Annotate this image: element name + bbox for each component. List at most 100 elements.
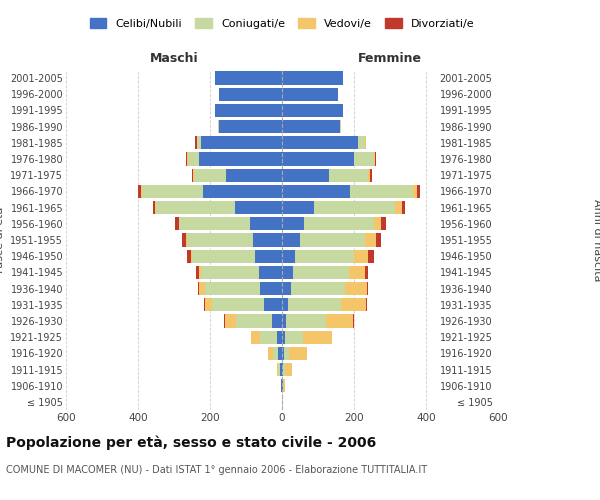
Bar xyxy=(354,250,368,263)
Text: COMUNE DI MACOMER (NU) - Dati ISTAT 1° gennaio 2006 - Elaborazione TUTTITALIA.IT: COMUNE DI MACOMER (NU) - Dati ISTAT 1° g… xyxy=(6,465,427,475)
Bar xyxy=(224,314,225,328)
Bar xyxy=(395,201,402,214)
Bar xyxy=(282,168,329,182)
Bar xyxy=(329,168,368,182)
Bar xyxy=(283,363,285,376)
Bar xyxy=(215,72,282,85)
Bar xyxy=(295,250,354,263)
Bar xyxy=(282,250,295,263)
Bar xyxy=(345,282,367,295)
Bar xyxy=(366,298,367,312)
Bar xyxy=(199,282,205,295)
Bar xyxy=(272,314,282,328)
Bar xyxy=(282,104,343,117)
Bar xyxy=(225,314,236,328)
Y-axis label: Fasce di età: Fasce di età xyxy=(0,207,5,273)
Bar xyxy=(215,104,282,117)
Bar xyxy=(374,217,381,230)
Bar xyxy=(417,185,420,198)
Bar xyxy=(201,266,259,279)
Bar xyxy=(282,363,283,376)
Bar xyxy=(368,168,370,182)
Bar xyxy=(235,201,282,214)
Bar xyxy=(282,136,358,149)
Bar xyxy=(196,266,199,279)
Bar xyxy=(282,282,291,295)
Bar xyxy=(282,185,350,198)
Legend: Celibi/Nubili, Coniugati/e, Vedovi/e, Divorziati/e: Celibi/Nubili, Coniugati/e, Vedovi/e, Di… xyxy=(90,18,474,28)
Bar xyxy=(358,136,365,149)
Bar xyxy=(186,234,187,246)
Bar xyxy=(282,266,293,279)
Bar xyxy=(277,330,282,344)
Bar xyxy=(282,314,286,328)
Bar xyxy=(282,201,314,214)
Bar xyxy=(138,185,141,198)
Bar xyxy=(155,201,156,214)
Bar xyxy=(277,363,278,376)
Bar xyxy=(282,234,300,246)
Bar xyxy=(314,201,395,214)
Bar xyxy=(185,152,187,166)
Bar xyxy=(175,217,179,230)
Bar xyxy=(286,314,326,328)
Bar xyxy=(413,185,417,198)
Bar xyxy=(201,136,282,149)
Bar xyxy=(278,363,280,376)
Bar xyxy=(281,379,282,392)
Bar xyxy=(289,298,341,312)
Bar xyxy=(282,346,284,360)
Bar xyxy=(198,282,199,295)
Bar xyxy=(273,346,278,360)
Text: Femmine: Femmine xyxy=(358,52,422,65)
Bar xyxy=(303,330,332,344)
Bar xyxy=(251,330,260,344)
Bar xyxy=(255,250,282,263)
Bar xyxy=(350,185,413,198)
Bar xyxy=(187,152,188,166)
Bar xyxy=(367,282,368,295)
Bar xyxy=(349,266,365,279)
Bar xyxy=(197,136,201,149)
Bar xyxy=(179,217,250,230)
Bar xyxy=(219,88,282,101)
Bar xyxy=(153,201,155,214)
Bar xyxy=(199,266,201,279)
Bar xyxy=(226,168,282,182)
Bar xyxy=(285,330,303,344)
Bar xyxy=(218,120,219,134)
Bar xyxy=(280,363,282,376)
Bar xyxy=(219,120,282,134)
Bar xyxy=(194,168,226,182)
Bar xyxy=(304,217,374,230)
Bar xyxy=(253,234,282,246)
Bar xyxy=(300,234,365,246)
Bar xyxy=(282,217,304,230)
Bar xyxy=(365,136,366,149)
Bar xyxy=(368,250,374,263)
Bar xyxy=(142,185,203,198)
Bar xyxy=(259,266,282,279)
Bar xyxy=(282,72,343,85)
Bar xyxy=(236,314,272,328)
Bar xyxy=(402,201,406,214)
Bar xyxy=(365,266,368,279)
Bar xyxy=(195,136,197,149)
Text: Popolazione per età, sesso e stato civile - 2006: Popolazione per età, sesso e stato civil… xyxy=(6,435,376,450)
Bar xyxy=(260,282,282,295)
Bar xyxy=(264,298,282,312)
Bar xyxy=(282,379,283,392)
Bar xyxy=(205,282,260,295)
Bar xyxy=(282,152,354,166)
Bar xyxy=(354,152,374,166)
Bar xyxy=(187,250,191,263)
Bar xyxy=(365,234,376,246)
Bar xyxy=(156,201,235,214)
Bar xyxy=(285,363,292,376)
Bar xyxy=(340,120,341,134)
Bar xyxy=(199,152,282,166)
Bar xyxy=(283,379,284,392)
Bar xyxy=(191,250,192,263)
Bar xyxy=(326,314,353,328)
Bar xyxy=(203,185,282,198)
